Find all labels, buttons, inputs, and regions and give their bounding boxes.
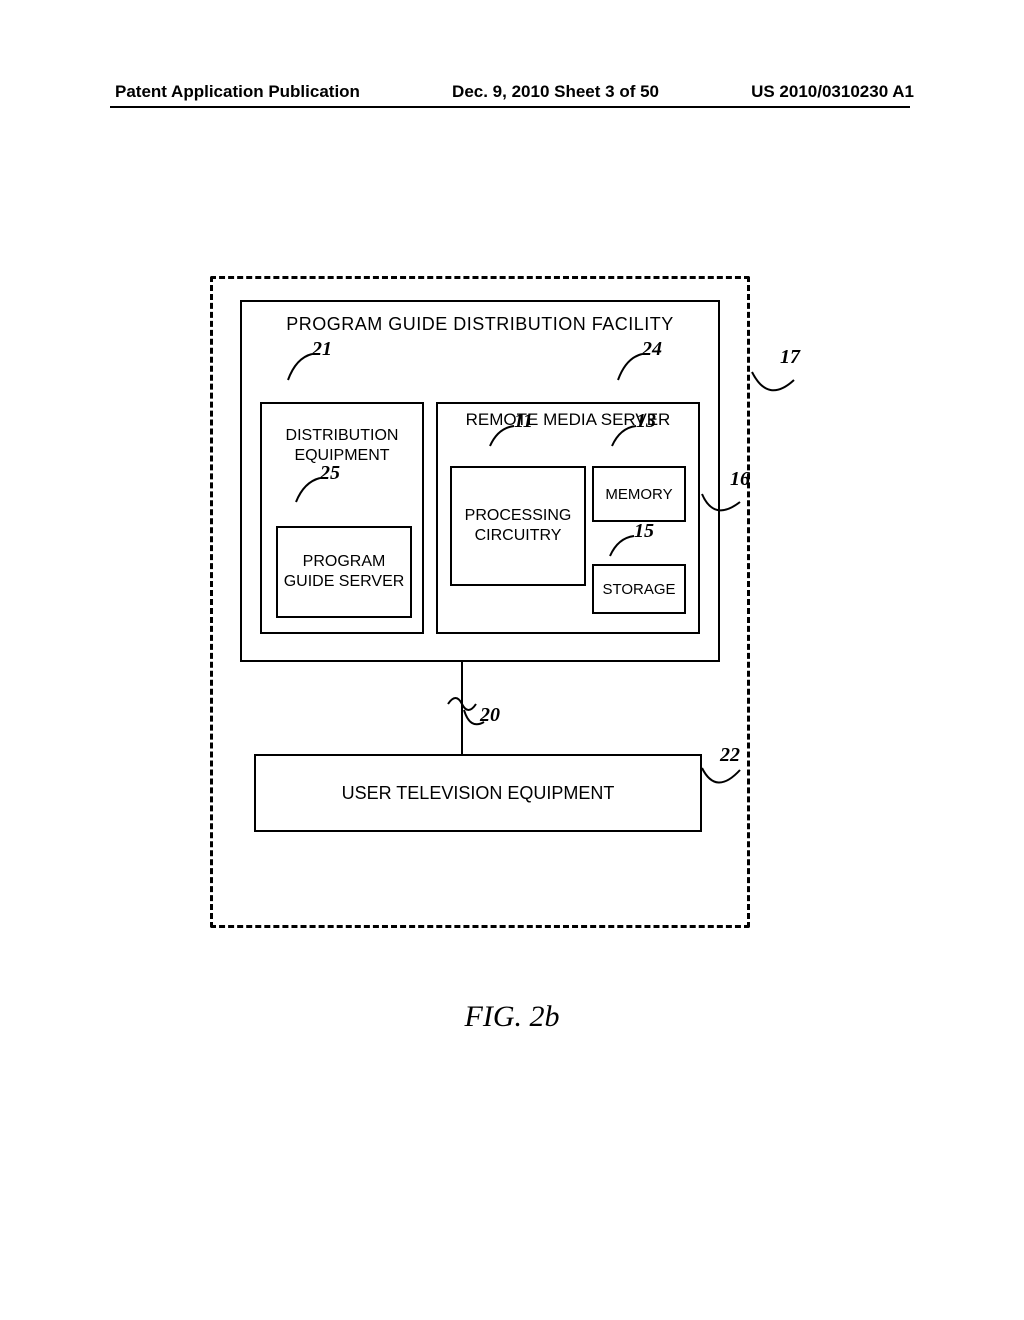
leader-13 xyxy=(610,424,640,452)
distribution-equipment-box: DISTRIBUTION EQUIPMENT PROGRAM GUIDE SER… xyxy=(260,402,424,634)
program-guide-server-box: PROGRAM GUIDE SERVER xyxy=(276,526,412,618)
page-header: Patent Application Publication Dec. 9, 2… xyxy=(0,82,1024,102)
header-right: US 2010/0310230 A1 xyxy=(751,82,914,102)
remote-media-server-box: REMOTE MEDIA SERVER PROCESSING CIRCUITRY… xyxy=(436,402,700,634)
leader-11 xyxy=(488,424,518,452)
leader-17 xyxy=(750,370,798,418)
distribution-equipment-label: DISTRIBUTION EQUIPMENT xyxy=(262,404,422,470)
leader-25 xyxy=(294,476,324,508)
memory-box: MEMORY xyxy=(592,466,686,522)
leader-20 xyxy=(462,708,488,734)
leader-21 xyxy=(286,352,316,388)
remote-media-server-title: REMOTE MEDIA SERVER xyxy=(438,404,698,430)
header-rule xyxy=(110,106,910,108)
ref-17: 17 xyxy=(780,346,800,369)
leader-22 xyxy=(700,764,744,804)
leader-16 xyxy=(700,492,744,532)
diagram-canvas: PROGRAM GUIDE DISTRIBUTION FACILITY DIST… xyxy=(210,276,750,928)
figure-caption: FIG. 2b xyxy=(0,1000,1024,1034)
leader-15 xyxy=(608,534,638,560)
header-left: Patent Application Publication xyxy=(115,82,360,102)
processing-circuitry-box: PROCESSING CIRCUITRY xyxy=(450,466,586,586)
storage-box: STORAGE xyxy=(592,564,686,614)
user-television-equipment-box: USER TELEVISION EQUIPMENT xyxy=(254,754,702,832)
facility-title: PROGRAM GUIDE DISTRIBUTION FACILITY xyxy=(242,302,718,339)
ref-16: 16 xyxy=(730,468,750,491)
leader-24 xyxy=(616,352,646,388)
header-center: Dec. 9, 2010 Sheet 3 of 50 xyxy=(452,82,659,102)
